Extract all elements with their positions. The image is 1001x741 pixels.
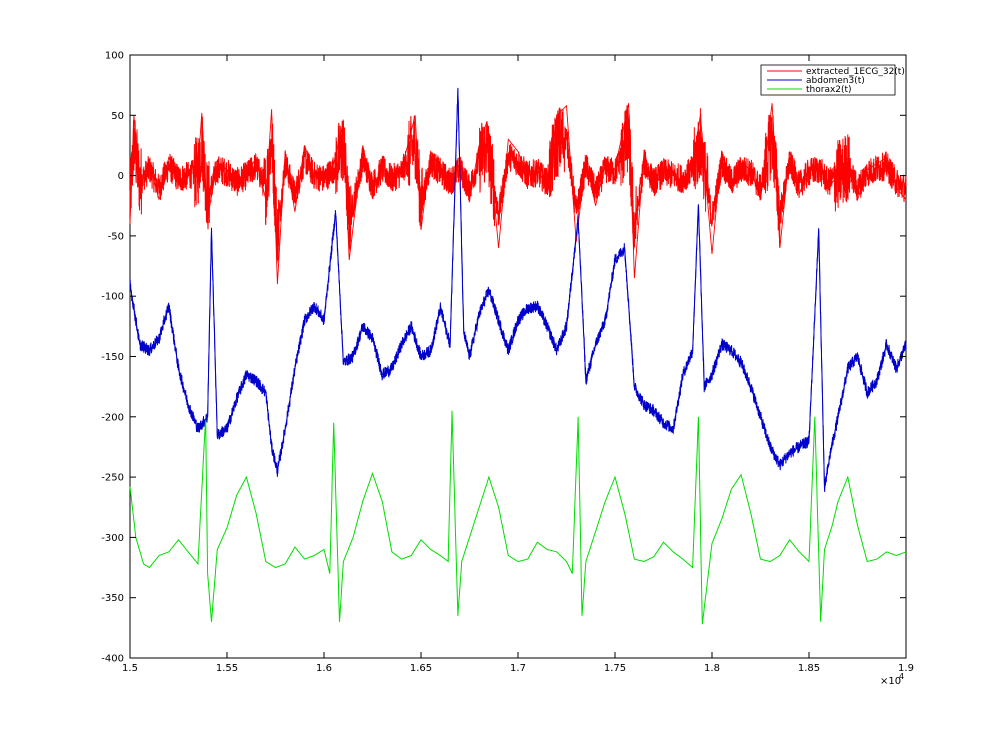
series-layer [129,87,907,625]
x-tick-label: 1.6 [316,663,332,674]
x-tick-label: 1.55 [216,663,238,674]
y-tick-label: 50 [111,111,124,122]
series-line-3 [129,410,907,625]
y-tick-label: 0 [118,171,124,182]
x-tick-label: 1.75 [604,663,626,674]
x-tick-label: 1.7 [510,663,526,674]
y-tick-label: 100 [105,51,124,62]
x-tick-label: 1.8 [704,663,720,674]
legend-label-2: abdomen3(t) [806,76,865,86]
x-exponent-base: ×10 [880,676,901,687]
y-tick-label: -100 [101,292,124,303]
legend-entries: extracted_1ECG_32(t)abdomen3(t)thorax2(t… [767,67,905,95]
y-tick-label: -400 [101,654,124,665]
x-tick-label: 1.85 [798,663,820,674]
y-tick-label: -350 [101,593,124,604]
y-tick-label: -200 [101,412,124,423]
legend-label-3: thorax2(t) [806,85,852,95]
y-tick-label: -300 [101,533,124,544]
series-trace-2 [129,88,907,490]
plot-axes: 1.5 1.55 1.6 1.65 1.7 1.75 1.8 1.85 1.9 100 50 0 -50… [101,51,914,688]
legend: extracted_1ECG_32(t)abdomen3(t)thorax2(t… [760,64,905,96]
plot-frame [129,54,907,659]
x-exponent-power: 4 [899,672,904,681]
x-tick-label: 1.5 [122,663,138,674]
ticks-layer: 1.5 1.55 1.6 1.65 1.7 1.75 1.8 1.85 1.9 100 50 0 -50… [101,51,914,675]
y-tick-label: -150 [101,352,124,363]
x-tick-label: 1.65 [410,663,432,674]
y-tick-label: -250 [101,473,124,484]
x-tick-label: 1.9 [898,663,914,674]
legend-label-1: extracted_1ECG_32(t) [806,67,905,77]
series-trace-1 [129,103,907,285]
y-tick-label: -50 [108,231,124,242]
